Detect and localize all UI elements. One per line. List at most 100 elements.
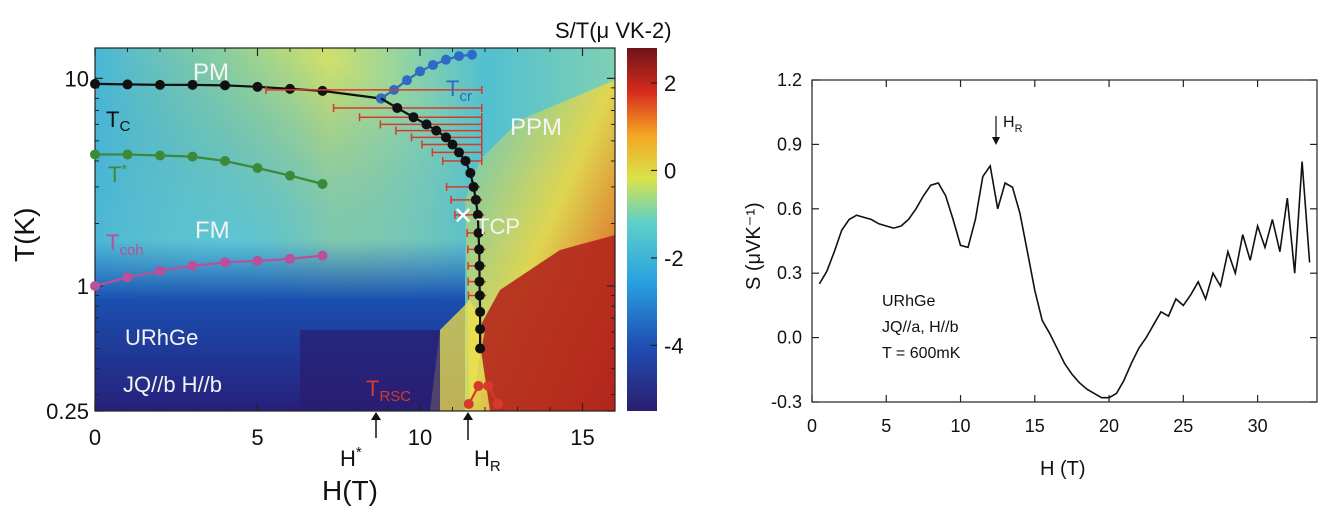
data-point-tc <box>317 85 328 96</box>
tcp-marker: ✕ <box>453 203 473 230</box>
y-tick-label: 0.6 <box>777 199 802 219</box>
data-point-tcr <box>454 51 464 62</box>
boundary-point <box>392 102 403 113</box>
data-point-tcr <box>402 75 412 86</box>
y-tick-label: -0.3 <box>771 392 802 412</box>
y-axis-title: T(K) <box>9 208 40 262</box>
data-point-t <box>155 150 165 161</box>
data-point-t <box>220 155 230 166</box>
x-tick-label: 15 <box>1025 416 1045 436</box>
heatmap-background <box>95 48 615 411</box>
boundary-point <box>454 147 464 158</box>
data-point-tcr <box>441 54 451 65</box>
data-point-t <box>285 170 295 181</box>
y-axis-title-right: S (μVK⁻¹) <box>743 202 765 290</box>
boundary-point <box>460 155 471 166</box>
data-point-tcr <box>467 49 477 60</box>
x-tick-label: 15 <box>570 425 594 450</box>
left-series <box>90 49 503 410</box>
sample-label: URhGe <box>125 325 198 350</box>
svg-text:H*: H* <box>340 444 362 471</box>
hr-annotation: HR <box>992 114 1023 145</box>
series-line-tcoh <box>94 254 323 288</box>
data-point-tcoh <box>90 280 100 291</box>
svg-text:HR: HR <box>1003 114 1023 135</box>
series-label-trsc: TRSC <box>366 376 411 405</box>
data-point-tc <box>220 80 230 91</box>
data-point-trsc <box>493 399 503 410</box>
region-label-fm: FM <box>195 217 230 244</box>
colorbar-label: S/T(μ VK-2) <box>555 18 672 43</box>
data-point-tc <box>90 78 100 89</box>
right-axes: 0 5 10 15 20 25 30 -0.3 0.0 0.3 0.6 0.9 1.2 <box>771 70 1317 436</box>
colorbar-tick-label: 2 <box>664 71 676 96</box>
boundary-point <box>475 343 486 354</box>
region-label-pm: PM <box>193 59 229 86</box>
x-tick-label: 25 <box>1173 416 1193 436</box>
y-tick-label: 10 <box>65 66 89 91</box>
colorbar-tick-label: -4 <box>664 333 684 358</box>
data-point-tc <box>252 81 263 92</box>
plot-frame-right <box>811 79 1318 403</box>
data-point-tcoh <box>122 272 133 283</box>
boundary-point <box>408 112 419 123</box>
x-tick-label: 10 <box>951 416 971 436</box>
data-point-tcr <box>415 66 425 77</box>
x-tick-label: 5 <box>881 416 891 436</box>
legend-orientation: JQ//a, H//b <box>882 319 959 336</box>
h-r-marker: HR <box>463 412 501 475</box>
region-label-ppm: PPM <box>510 114 562 141</box>
boundary-point <box>431 125 442 136</box>
data-point-t <box>90 149 100 160</box>
y-tick-label: 0.25 <box>46 399 89 424</box>
data-point-t <box>317 178 328 189</box>
x-tick-label: 30 <box>1248 416 1268 436</box>
boundary-point <box>475 324 486 335</box>
x-axis-title-right: H (T) <box>1040 458 1086 480</box>
legend-temperature: T = 600mK <box>882 345 961 362</box>
boundary-point <box>474 276 485 287</box>
colorbar-tick-label: -2 <box>664 246 684 271</box>
boundary-point <box>473 227 484 238</box>
data-point-tc <box>285 83 295 94</box>
data-point-tcoh <box>285 253 295 264</box>
data-point-trsc <box>483 380 494 391</box>
data-point-tcr <box>376 93 386 104</box>
data-point-tcoh <box>155 266 165 277</box>
data-point-tc <box>187 79 198 90</box>
boundary-point <box>468 181 479 192</box>
x-tick-label: 10 <box>408 425 432 450</box>
left-axes: 0 5 10 15 0.25 1 10 <box>46 48 615 450</box>
series-line-t <box>95 153 323 186</box>
data-point-tcoh <box>252 255 263 266</box>
series-label-tcr: Tcr <box>446 76 472 105</box>
data-point-tcoh <box>317 250 328 261</box>
x-tick-label: 0 <box>89 425 101 450</box>
y-tick-label: 1 <box>77 274 89 299</box>
phase-diagram: 0 5 10 15 0.25 1 10 PM PPM FM URhGe JQ//b H//b… <box>9 18 684 506</box>
colorbar-tick-label: 0 <box>664 158 676 183</box>
y-tick-label: 0.0 <box>777 328 802 348</box>
thermopower-chart: 0 5 10 15 20 25 30 -0.3 0.0 0.3 0.6 0.9 1.2 HR URhGe… <box>743 70 1318 480</box>
series-label-tc: TC <box>106 107 130 135</box>
svg-text:HR: HR <box>474 446 501 475</box>
boundary-point <box>474 244 485 255</box>
y-tick-label: 0.3 <box>777 263 802 283</box>
h-star-marker: H* <box>340 412 381 471</box>
series-label-tstar: T* <box>108 161 127 187</box>
boundary-point <box>474 290 485 301</box>
data-point-t <box>187 151 198 162</box>
x-axis-title: H(T) <box>322 475 378 506</box>
boundary-point <box>421 119 432 130</box>
x-tick-label: 5 <box>251 425 263 450</box>
boundary-point <box>475 306 486 317</box>
legend-sample: URhGe <box>882 293 935 310</box>
x-tick-label: 0 <box>807 416 817 436</box>
data-point-trsc <box>473 380 484 391</box>
y-tick-label: 0.9 <box>777 134 802 154</box>
boundary-point <box>465 168 476 179</box>
data-point-tc <box>122 79 133 90</box>
thermopower-trace <box>818 161 1311 399</box>
boundary-point <box>447 139 458 150</box>
